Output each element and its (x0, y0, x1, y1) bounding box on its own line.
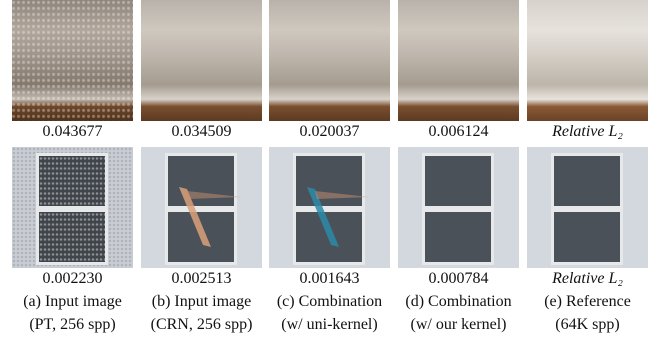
artifact (141, 147, 262, 268)
metric-label: Relative L₂ (523, 123, 652, 141)
caption-line: (PT, 256 spp) (8, 316, 137, 334)
window-pane (422, 209, 494, 265)
caption-line: (CRN, 256 spp) (137, 316, 266, 334)
caption-line: (d) Combination (394, 293, 523, 311)
render-image (398, 0, 519, 121)
error-value: 0.002230 (8, 270, 137, 288)
caption-line: (c) Combination (265, 293, 394, 311)
error-value: 0.006124 (394, 123, 523, 141)
window-pane (551, 153, 623, 209)
error-value: 0.043677 (8, 123, 137, 141)
window-pane (36, 209, 108, 265)
render-image (398, 147, 519, 268)
caption-line: (w/ our kernel) (394, 316, 523, 334)
window-pane (422, 153, 494, 209)
caption-line: (w/ uni-kernel) (265, 316, 394, 334)
render-image (141, 0, 262, 121)
caption-line: (64K spp) (523, 316, 652, 334)
metric-label: Relative L₂ (523, 270, 652, 288)
render-image (12, 0, 133, 121)
error-value: 0.020037 (265, 123, 394, 141)
caption-line: (e) Reference (523, 293, 652, 311)
caption-line: (a) Input image (8, 293, 137, 311)
render-image (527, 0, 648, 121)
error-value: 0.034509 (137, 123, 266, 141)
error-value: 0.000784 (394, 270, 523, 288)
window-pane (36, 153, 108, 209)
render-image (269, 147, 390, 268)
render-image (141, 147, 262, 268)
artifact (269, 147, 390, 268)
caption-line: (b) Input image (137, 293, 266, 311)
figure: 0.043677 0.002230 (a) Input image (PT, 256 … (0, 0, 670, 346)
error-value: 0.001643 (265, 270, 394, 288)
render-image (12, 147, 133, 268)
render-image (269, 0, 390, 121)
render-image (527, 147, 648, 268)
window-pane (551, 209, 623, 265)
error-value: 0.002513 (137, 270, 266, 288)
